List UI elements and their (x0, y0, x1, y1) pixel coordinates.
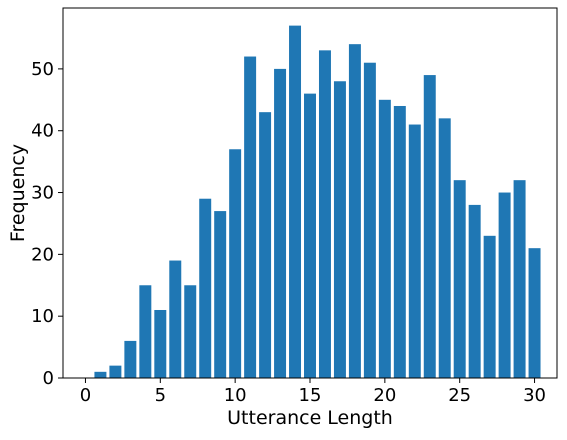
x-axis-ticks: 0 5 10 15 20 25 30 (80, 378, 546, 406)
x-tick-label: 25 (448, 385, 471, 406)
y-tick-label: 10 (31, 306, 54, 327)
bar-15 (304, 93, 316, 379)
bar-6 (169, 260, 182, 378)
x-tick-label: 15 (299, 385, 322, 406)
y-tick-label: 0 (43, 368, 54, 389)
bar-1 (94, 371, 107, 378)
bar-14 (289, 25, 302, 378)
bar-2 (109, 365, 122, 378)
x-tick-label: 30 (523, 385, 546, 406)
bar-22 (408, 124, 421, 379)
x-tick-label: 5 (155, 385, 166, 406)
x-tick-label: 20 (373, 385, 396, 406)
bar-4 (139, 285, 152, 378)
bar-25 (453, 180, 466, 378)
bar-24 (438, 118, 451, 378)
y-tick-label: 30 (31, 183, 54, 204)
bar-9 (214, 211, 227, 378)
bar-23 (423, 75, 436, 379)
bar-7 (184, 285, 197, 378)
bar-12 (259, 112, 272, 378)
bar-26 (468, 204, 481, 378)
bar-18 (348, 44, 361, 379)
bar-29 (513, 180, 526, 378)
bars-group (94, 25, 541, 379)
bar-27 (483, 235, 496, 378)
bar-16 (318, 50, 331, 378)
bar-11 (244, 56, 257, 378)
bar-13 (274, 68, 287, 379)
bar-10 (229, 149, 242, 378)
y-axis-label: Frequency (7, 144, 29, 242)
bar-28 (498, 192, 511, 378)
y-axis-ticks: 0 10 20 30 40 50 (31, 59, 63, 389)
x-tick-label: 10 (224, 385, 247, 406)
y-tick-label: 20 (31, 244, 54, 265)
bar-5 (154, 309, 167, 378)
y-tick-label: 50 (31, 59, 54, 80)
bar-21 (393, 105, 406, 378)
bar-8 (199, 198, 212, 378)
x-axis-label: Utterance Length (227, 407, 393, 429)
bar-17 (333, 81, 346, 378)
bar-30 (528, 248, 541, 378)
bar-3 (124, 340, 137, 378)
y-tick-label: 40 (31, 121, 54, 142)
bar-19 (363, 62, 376, 378)
bar-20 (378, 99, 391, 379)
x-tick-label: 0 (80, 385, 91, 406)
